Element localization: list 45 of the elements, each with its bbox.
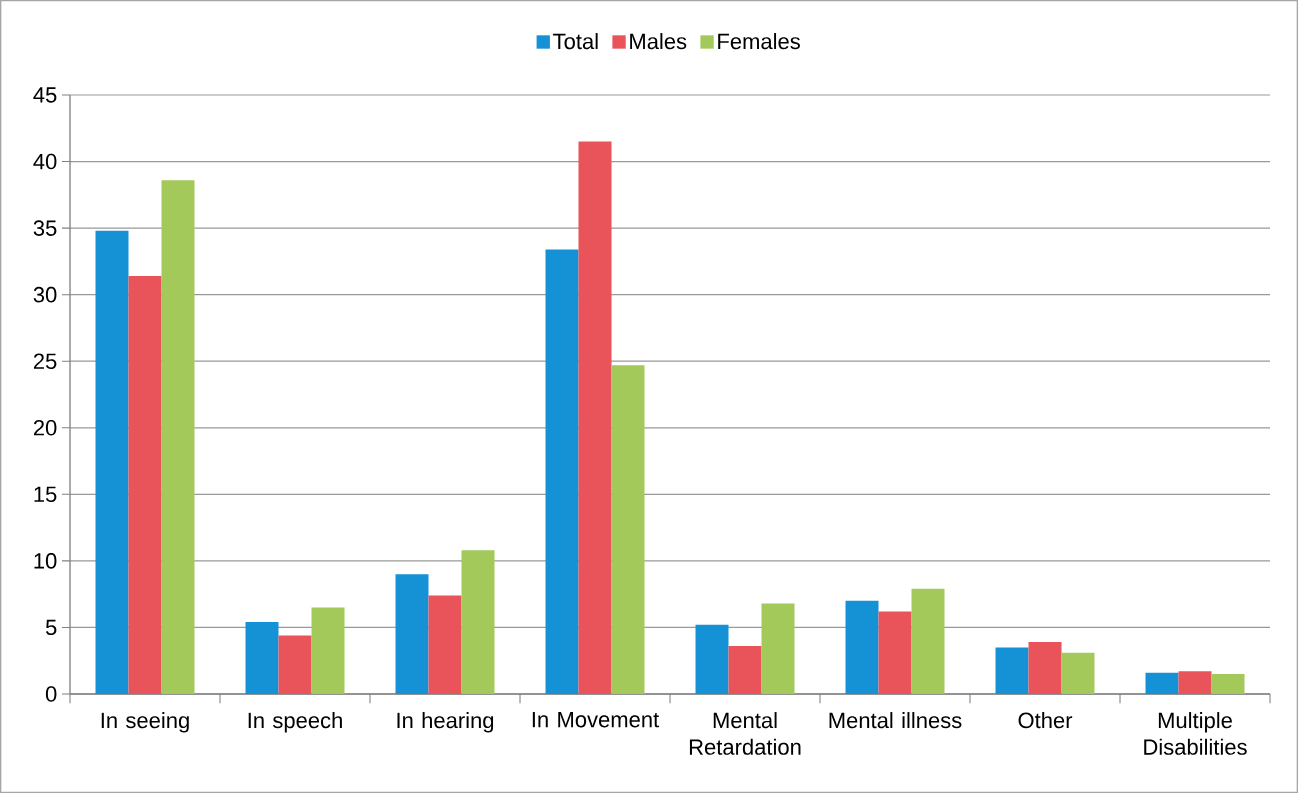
bar <box>461 550 495 694</box>
bar <box>995 647 1029 694</box>
bar <box>545 249 579 694</box>
x-tick-label: In speech <box>248 712 342 733</box>
y-tick-label: 10 <box>34 553 57 569</box>
bar <box>161 180 195 694</box>
y-tick-label: 5 <box>45 619 57 636</box>
bar <box>128 276 162 694</box>
bar <box>728 646 762 694</box>
y-tick-label: 20 <box>33 419 57 436</box>
x-tick-label: Mental illness <box>829 712 962 729</box>
bar <box>278 635 312 694</box>
bar <box>1211 674 1245 694</box>
bar <box>578 141 612 694</box>
bar <box>761 603 795 694</box>
x-tick-label: Multiple Disabilities <box>1144 712 1247 755</box>
y-tick-label: 0 <box>45 686 57 702</box>
bar <box>845 600 879 694</box>
x-tick-label: Other <box>1018 712 1073 729</box>
bar <box>911 588 945 694</box>
bar <box>1145 672 1179 694</box>
legend-label: Males <box>630 33 687 50</box>
y-tick-label: 25 <box>33 353 57 370</box>
y-tick-label: 15 <box>34 486 57 502</box>
legend-label: Females <box>718 33 800 50</box>
legend-label: Total <box>553 33 598 50</box>
bar <box>395 574 429 694</box>
x-tick-label: Mental Retardation <box>689 712 801 755</box>
bar <box>878 611 912 694</box>
bar <box>95 230 129 694</box>
y-tick-label: 40 <box>33 153 57 170</box>
x-tick-label: In seeing <box>101 712 189 733</box>
bar <box>428 595 462 694</box>
bar <box>1178 671 1212 694</box>
y-tick-label: 30 <box>33 286 57 303</box>
y-tick-label: 35 <box>33 220 57 236</box>
bar <box>1061 652 1095 694</box>
x-tick-label: In hearing <box>397 712 494 733</box>
y-tick-label: 45 <box>33 87 57 103</box>
bar <box>311 607 345 694</box>
bar <box>1028 642 1062 694</box>
bar <box>611 365 645 694</box>
bar <box>245 622 279 694</box>
bar <box>695 624 729 694</box>
x-tick-label: In Movement <box>532 712 660 728</box>
